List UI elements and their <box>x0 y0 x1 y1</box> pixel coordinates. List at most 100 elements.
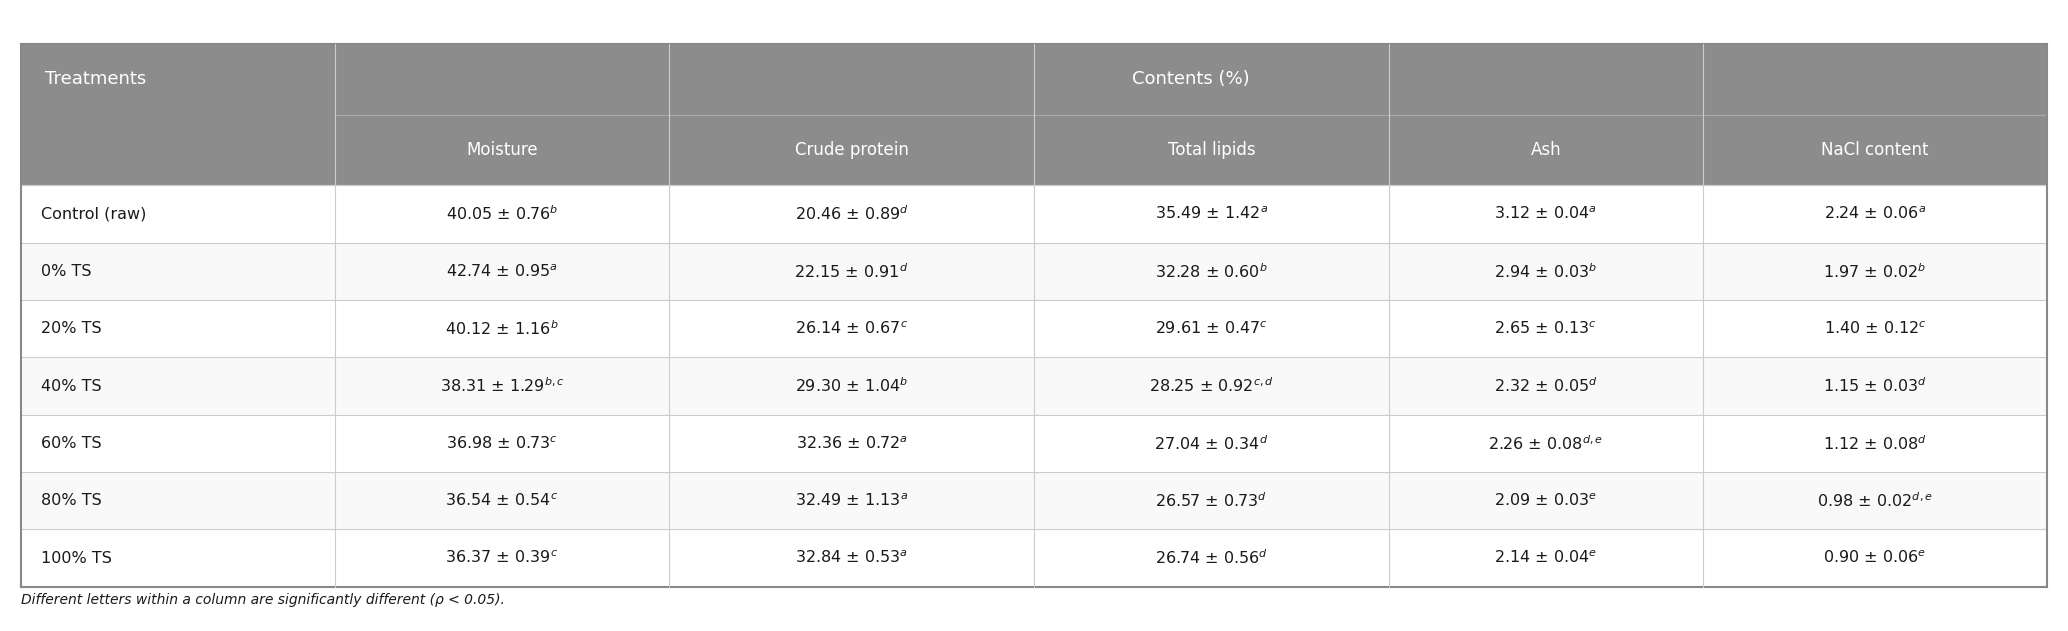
Bar <box>1034 115 1390 186</box>
Bar <box>335 300 670 357</box>
Bar <box>1390 300 1702 357</box>
Text: 20% TS: 20% TS <box>41 321 101 336</box>
Bar <box>335 44 2047 115</box>
Text: 40% TS: 40% TS <box>41 379 101 394</box>
Bar <box>670 186 1034 243</box>
Text: 1.97 ± 0.02$^{b}$: 1.97 ± 0.02$^{b}$ <box>1824 262 1927 281</box>
Bar <box>335 529 670 587</box>
Text: 2.94 ± 0.03$^{b}$: 2.94 ± 0.03$^{b}$ <box>1493 262 1596 281</box>
Text: 35.49 ± 1.42$^{a}$: 35.49 ± 1.42$^{a}$ <box>1154 206 1268 222</box>
Text: 27.04 ± 0.34$^{d}$: 27.04 ± 0.34$^{d}$ <box>1154 434 1268 453</box>
Text: 36.98 ± 0.73$^{c}$: 36.98 ± 0.73$^{c}$ <box>447 435 558 452</box>
Bar <box>1390 115 1702 186</box>
Text: 38.31 ± 1.29$^{b,c}$: 38.31 ± 1.29$^{b,c}$ <box>440 377 565 396</box>
Bar <box>1702 357 2047 415</box>
Bar <box>335 472 670 529</box>
Text: 36.37 ± 0.39$^{c}$: 36.37 ± 0.39$^{c}$ <box>445 550 558 567</box>
Bar <box>21 115 335 186</box>
Text: 20.46 ± 0.89$^{d}$: 20.46 ± 0.89$^{d}$ <box>794 204 908 223</box>
Bar <box>1034 357 1390 415</box>
Bar <box>1390 243 1702 300</box>
Text: NaCl content: NaCl content <box>1822 141 1929 159</box>
Text: 26.74 ± 0.56$^{d}$: 26.74 ± 0.56$^{d}$ <box>1154 549 1268 567</box>
Text: Treatments: Treatments <box>45 71 147 88</box>
Text: 2.14 ± 0.04$^{e}$: 2.14 ± 0.04$^{e}$ <box>1493 550 1596 567</box>
Bar <box>1702 115 2047 186</box>
Bar <box>670 357 1034 415</box>
Text: 32.28 ± 0.60$^{b}$: 32.28 ± 0.60$^{b}$ <box>1154 262 1268 281</box>
Bar <box>21 243 335 300</box>
Text: Crude protein: Crude protein <box>794 141 908 159</box>
Bar <box>1702 186 2047 243</box>
Bar <box>1034 415 1390 472</box>
Bar <box>1034 472 1390 529</box>
Bar <box>1390 529 1702 587</box>
Text: 0% TS: 0% TS <box>41 264 91 279</box>
Bar <box>335 243 670 300</box>
Text: 29.61 ± 0.47$^{c}$: 29.61 ± 0.47$^{c}$ <box>1154 321 1268 337</box>
Text: 100% TS: 100% TS <box>41 551 112 565</box>
Text: 28.25 ± 0.92$^{c,d}$: 28.25 ± 0.92$^{c,d}$ <box>1150 377 1274 396</box>
Bar <box>1702 243 2047 300</box>
Bar <box>1034 243 1390 300</box>
Text: 32.36 ± 0.72$^{a}$: 32.36 ± 0.72$^{a}$ <box>796 435 908 452</box>
Bar <box>21 415 335 472</box>
Bar <box>21 529 335 587</box>
Text: 60% TS: 60% TS <box>41 436 101 451</box>
Bar <box>670 243 1034 300</box>
Text: Contents (%): Contents (%) <box>1133 71 1249 88</box>
Bar <box>1390 472 1702 529</box>
Text: 1.15 ± 0.03$^{d}$: 1.15 ± 0.03$^{d}$ <box>1824 377 1927 396</box>
Bar <box>670 415 1034 472</box>
Bar <box>670 115 1034 186</box>
Text: 22.15 ± 0.91$^{d}$: 22.15 ± 0.91$^{d}$ <box>794 262 908 281</box>
Text: 40.12 ± 1.16$^{b}$: 40.12 ± 1.16$^{b}$ <box>445 319 558 338</box>
Text: 36.54 ± 0.54$^{c}$: 36.54 ± 0.54$^{c}$ <box>445 492 558 509</box>
Text: 32.84 ± 0.53$^{a}$: 32.84 ± 0.53$^{a}$ <box>796 550 908 567</box>
Bar <box>21 472 335 529</box>
Text: 29.30 ± 1.04$^{b}$: 29.30 ± 1.04$^{b}$ <box>794 377 908 396</box>
Bar <box>1034 300 1390 357</box>
Text: 2.32 ± 0.05$^{d}$: 2.32 ± 0.05$^{d}$ <box>1493 377 1599 396</box>
Bar <box>1390 357 1702 415</box>
Bar <box>335 357 670 415</box>
Bar <box>21 44 335 115</box>
Bar <box>670 472 1034 529</box>
Bar <box>1702 415 2047 472</box>
Text: Control (raw): Control (raw) <box>41 206 147 221</box>
Bar <box>1702 529 2047 587</box>
Bar <box>21 300 335 357</box>
Bar <box>670 300 1034 357</box>
Text: 2.26 ± 0.08$^{d,e}$: 2.26 ± 0.08$^{d,e}$ <box>1489 434 1603 453</box>
Text: 40.05 ± 0.76$^{b}$: 40.05 ± 0.76$^{b}$ <box>447 204 558 223</box>
Bar <box>335 186 670 243</box>
Text: 0.98 ± 0.02$^{d,e}$: 0.98 ± 0.02$^{d,e}$ <box>1818 492 1934 510</box>
Text: 80% TS: 80% TS <box>41 493 101 509</box>
Bar <box>335 415 670 472</box>
Text: Total lipids: Total lipids <box>1168 141 1255 159</box>
Text: Moisture: Moisture <box>465 141 538 159</box>
Text: 26.57 ± 0.73$^{d}$: 26.57 ± 0.73$^{d}$ <box>1156 492 1268 510</box>
Bar <box>1034 186 1390 243</box>
Text: 1.12 ± 0.08$^{d}$: 1.12 ± 0.08$^{d}$ <box>1824 434 1927 453</box>
Bar <box>335 115 670 186</box>
Bar <box>1390 186 1702 243</box>
Text: 2.24 ± 0.06$^{a}$: 2.24 ± 0.06$^{a}$ <box>1824 206 1925 222</box>
Bar <box>1390 415 1702 472</box>
Text: Different letters within a column are significantly different (ρ < 0.05).: Different letters within a column are si… <box>21 593 505 607</box>
Bar <box>670 529 1034 587</box>
Bar <box>21 357 335 415</box>
Bar <box>1034 529 1390 587</box>
Text: Ash: Ash <box>1530 141 1561 159</box>
Text: 3.12 ± 0.04$^{a}$: 3.12 ± 0.04$^{a}$ <box>1495 206 1596 222</box>
Text: 1.40 ± 0.12$^{c}$: 1.40 ± 0.12$^{c}$ <box>1824 321 1927 337</box>
Text: 0.90 ± 0.06$^{e}$: 0.90 ± 0.06$^{e}$ <box>1824 550 1927 567</box>
Text: 42.74 ± 0.95$^{a}$: 42.74 ± 0.95$^{a}$ <box>447 263 558 280</box>
Bar <box>21 186 335 243</box>
Bar <box>1702 472 2047 529</box>
Text: 26.14 ± 0.67$^{c}$: 26.14 ± 0.67$^{c}$ <box>794 321 908 337</box>
Text: 32.49 ± 1.13$^{a}$: 32.49 ± 1.13$^{a}$ <box>794 492 908 509</box>
Text: 2.09 ± 0.03$^{e}$: 2.09 ± 0.03$^{e}$ <box>1493 492 1596 509</box>
Text: 2.65 ± 0.13$^{c}$: 2.65 ± 0.13$^{c}$ <box>1495 321 1596 337</box>
Bar <box>1702 300 2047 357</box>
